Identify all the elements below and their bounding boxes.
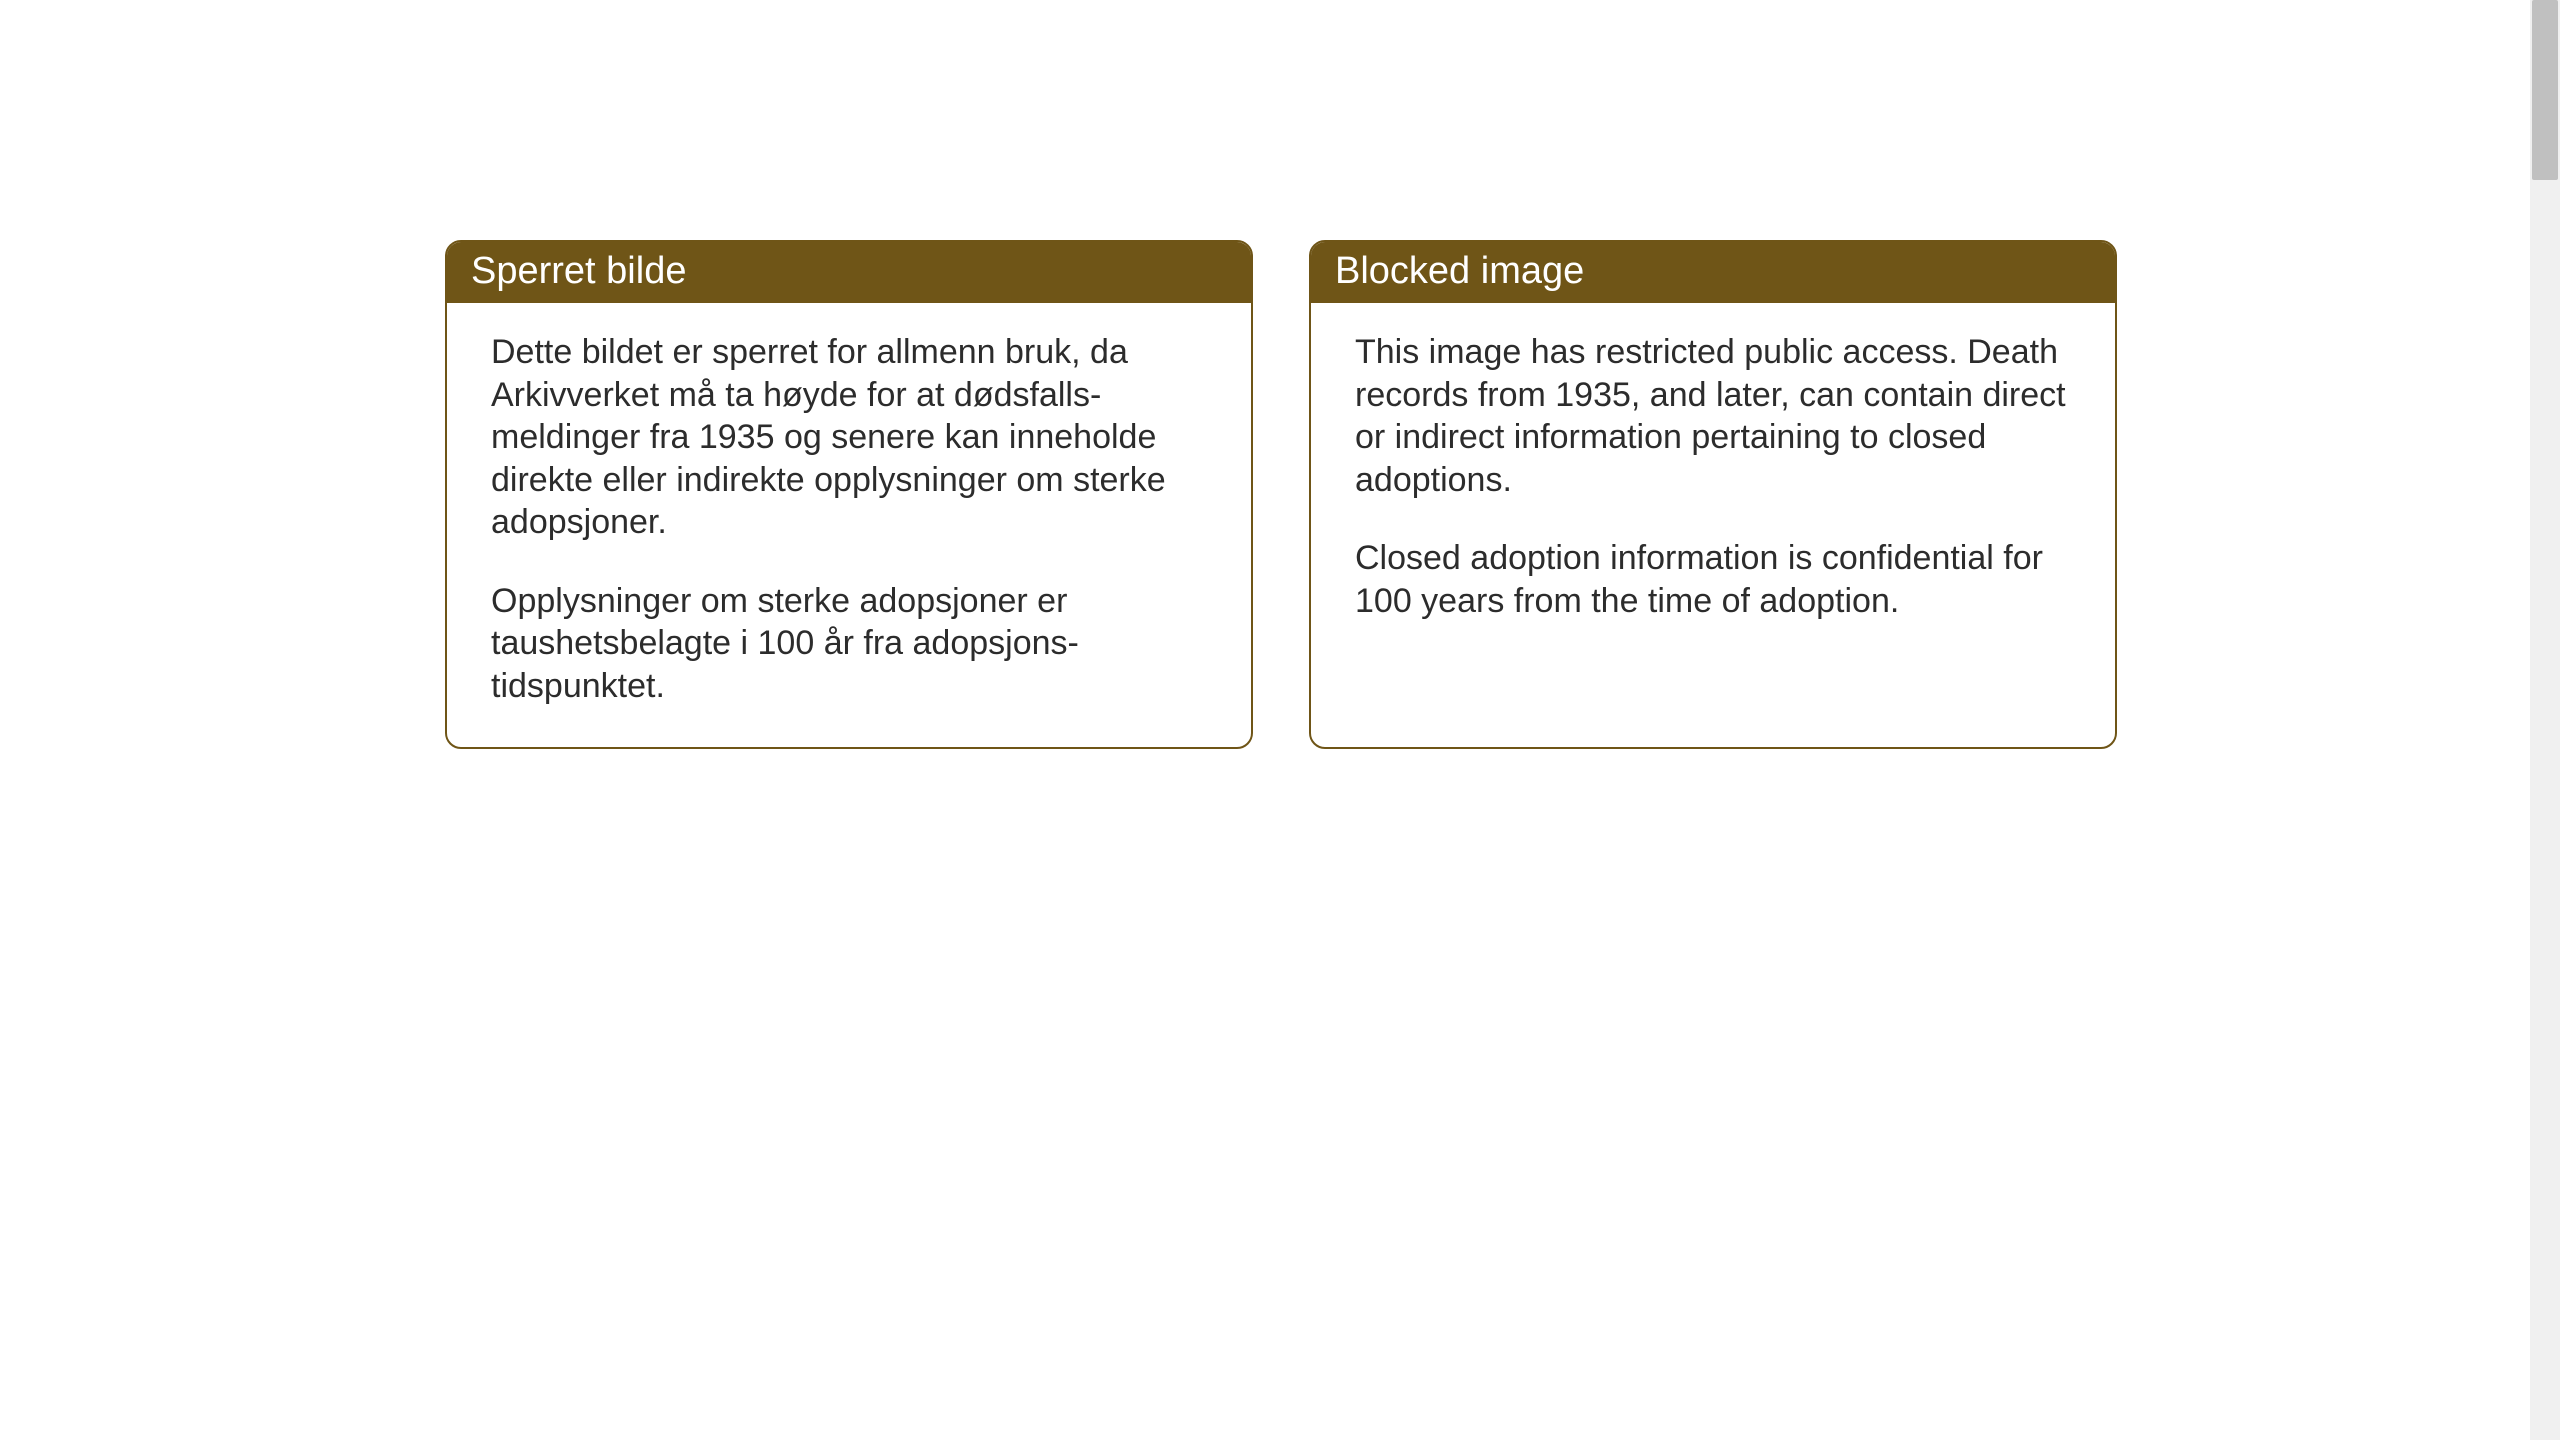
card-body-norwegian: Dette bildet er sperret for allmenn bruk… bbox=[447, 303, 1251, 747]
card-body-english: This image has restricted public access.… bbox=[1311, 303, 2115, 662]
card-paragraph: Dette bildet er sperret for allmenn bruk… bbox=[491, 331, 1207, 544]
card-header-norwegian: Sperret bilde bbox=[447, 242, 1251, 303]
card-paragraph: Opplysninger om sterke adopsjoner er tau… bbox=[491, 580, 1207, 708]
card-header-english: Blocked image bbox=[1311, 242, 2115, 303]
scrollbar-thumb[interactable] bbox=[2532, 0, 2558, 180]
card-norwegian: Sperret bilde Dette bildet er sperret fo… bbox=[445, 240, 1253, 749]
card-english: Blocked image This image has restricted … bbox=[1309, 240, 2117, 749]
cards-container: Sperret bilde Dette bildet er sperret fo… bbox=[445, 240, 2117, 749]
card-paragraph: This image has restricted public access.… bbox=[1355, 331, 2071, 501]
scrollbar-vertical[interactable] bbox=[2530, 0, 2560, 1440]
card-paragraph: Closed adoption information is confident… bbox=[1355, 537, 2071, 622]
